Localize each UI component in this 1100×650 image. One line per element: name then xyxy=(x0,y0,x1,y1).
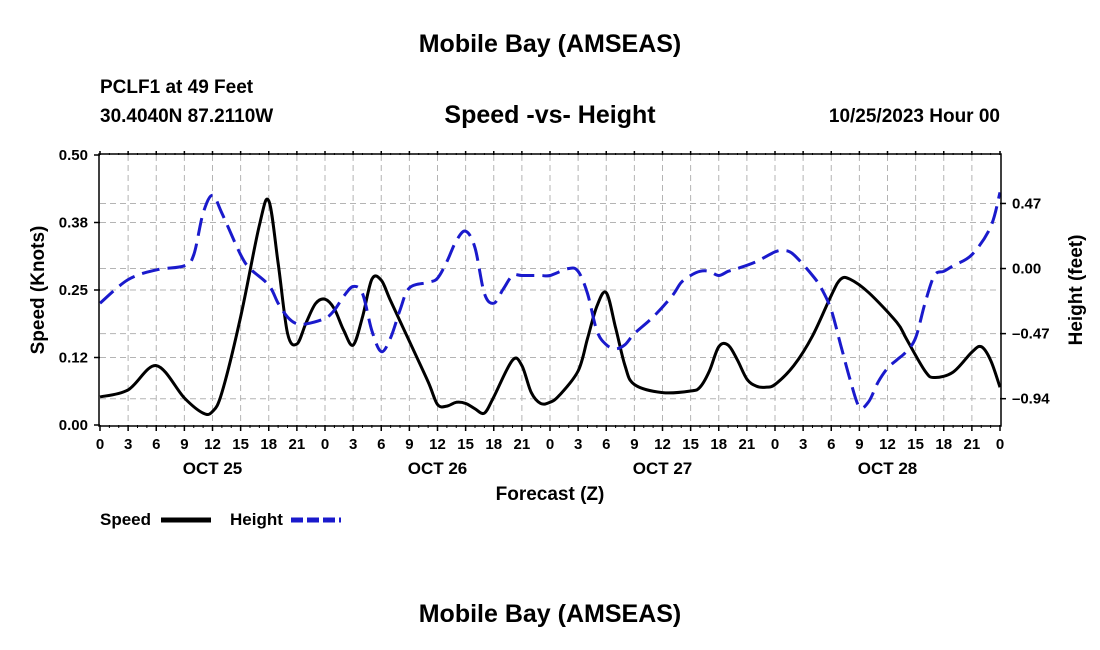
x-tick-label: 0 xyxy=(96,436,104,453)
left-y-axis-title: Speed (Knots) xyxy=(28,226,49,355)
series-lines xyxy=(99,192,1002,416)
x-tick-label: 9 xyxy=(405,436,413,453)
x-tick-label: 3 xyxy=(574,436,582,453)
chart-title: Mobile Bay (AMSEAS) xyxy=(418,30,682,58)
x-tick-label: 18 xyxy=(485,436,502,453)
x-tick-label: 15 xyxy=(682,436,699,453)
x-tick-label: 3 xyxy=(799,436,807,453)
y-left-tick-label: 0.25 xyxy=(59,282,88,299)
x-tick-label: 12 xyxy=(204,436,221,453)
forecast-run-time: 10/25/2023 Hour 00 xyxy=(828,106,1000,127)
x-tick-label: 12 xyxy=(429,436,446,453)
y-right-tick-label: –0.94 xyxy=(1012,391,1050,408)
x-tick-label: 6 xyxy=(602,436,610,453)
footer-title: Mobile Bay (AMSEAS) xyxy=(418,600,682,628)
height-series-line xyxy=(99,192,1002,410)
axis-ticks xyxy=(94,151,1006,431)
y-right-tick-label: –0.47 xyxy=(1012,326,1050,343)
y-right-tick-label: 0.47 xyxy=(1012,195,1041,212)
legend-label-speed: Speed xyxy=(100,510,151,529)
x-tick-label: 21 xyxy=(739,436,756,453)
x-tick-label: 3 xyxy=(124,436,132,453)
x-tick-label: 12 xyxy=(654,436,671,453)
x-tick-label: 21 xyxy=(964,436,981,453)
chart-subtitle: Speed -vs- Height xyxy=(444,101,656,129)
axis-labels: 0 3 6 9 12 15 18 21 0 3 6 9 12 15 18 21 0 3 6 9 12 15 18 21 0 3 6 9… xyxy=(59,147,1050,478)
y-left-tick-label: 0.38 xyxy=(59,215,88,232)
x-tick-label: 0 xyxy=(321,436,329,453)
x-axis-title: Forecast (Z) xyxy=(496,484,605,505)
date-label: OCT 26 xyxy=(408,459,468,478)
x-tick-label: 6 xyxy=(377,436,385,453)
x-tick-label: 0 xyxy=(996,436,1004,453)
date-label: OCT 28 xyxy=(858,459,918,478)
x-tick-label: 15 xyxy=(232,436,249,453)
right-y-axis-title: Height (feet) xyxy=(1066,235,1087,346)
x-tick-label: 6 xyxy=(152,436,160,453)
x-tick-label: 9 xyxy=(630,436,638,453)
speed-series-line xyxy=(99,197,1002,416)
x-tick-label: 15 xyxy=(907,436,924,453)
x-tick-label: 15 xyxy=(457,436,474,453)
x-tick-label: 18 xyxy=(935,436,952,453)
x-tick-label: 0 xyxy=(546,436,554,453)
x-tick-label: 21 xyxy=(514,436,531,453)
grid-lines xyxy=(100,155,1000,425)
legend: Speed Height xyxy=(100,510,341,529)
x-tick-label: 12 xyxy=(879,436,896,453)
x-tick-label: 18 xyxy=(260,436,277,453)
date-label: OCT 25 xyxy=(183,459,243,478)
x-tick-label: 9 xyxy=(855,436,863,453)
legend-label-height: Height xyxy=(230,510,283,529)
x-tick-label: 3 xyxy=(349,436,357,453)
x-tick-label: 6 xyxy=(827,436,835,453)
x-tick-label: 21 xyxy=(289,436,306,453)
y-left-tick-label: 0.12 xyxy=(59,350,88,367)
x-tick-label: 0 xyxy=(771,436,779,453)
x-tick-label: 9 xyxy=(180,436,188,453)
y-left-tick-label: 0.00 xyxy=(59,417,88,434)
station-coordinates: 30.4040N 87.2110W xyxy=(100,106,274,127)
y-right-tick-label: 0.00 xyxy=(1012,261,1041,278)
date-label: OCT 27 xyxy=(633,459,693,478)
x-tick-label: 18 xyxy=(710,436,727,453)
y-left-tick-label: 0.50 xyxy=(59,147,88,164)
station-label: PCLF1 at 49 Feet xyxy=(100,77,254,98)
